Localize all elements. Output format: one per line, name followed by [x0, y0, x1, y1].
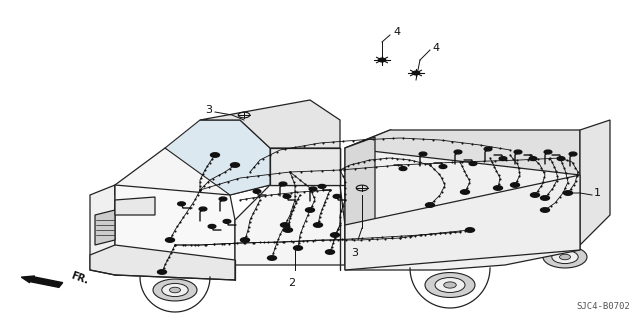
- Circle shape: [413, 71, 419, 75]
- Text: 3: 3: [205, 105, 212, 115]
- Circle shape: [162, 283, 188, 297]
- Circle shape: [435, 278, 465, 293]
- Text: 4: 4: [393, 27, 400, 37]
- Polygon shape: [165, 148, 340, 185]
- Circle shape: [153, 279, 197, 301]
- Text: 2: 2: [289, 278, 296, 288]
- Text: 4: 4: [432, 43, 439, 53]
- Circle shape: [333, 195, 341, 198]
- Circle shape: [305, 208, 314, 212]
- Polygon shape: [90, 185, 115, 270]
- Circle shape: [326, 250, 335, 254]
- Circle shape: [309, 187, 317, 191]
- Circle shape: [157, 270, 166, 274]
- Circle shape: [166, 238, 175, 242]
- Circle shape: [444, 282, 456, 288]
- Polygon shape: [95, 210, 115, 245]
- Circle shape: [493, 186, 502, 190]
- Circle shape: [294, 246, 303, 250]
- Circle shape: [426, 203, 435, 207]
- Text: FR.: FR.: [69, 270, 90, 286]
- Circle shape: [170, 287, 180, 293]
- Circle shape: [541, 196, 550, 200]
- Circle shape: [399, 167, 407, 171]
- Circle shape: [330, 233, 339, 237]
- Circle shape: [208, 225, 216, 228]
- Circle shape: [454, 150, 462, 154]
- Circle shape: [461, 190, 470, 194]
- Polygon shape: [165, 120, 270, 195]
- Circle shape: [499, 157, 507, 160]
- Circle shape: [230, 163, 239, 167]
- Circle shape: [514, 150, 522, 154]
- Circle shape: [178, 202, 186, 206]
- Circle shape: [439, 165, 447, 168]
- Circle shape: [253, 189, 261, 193]
- Circle shape: [284, 228, 292, 232]
- Circle shape: [279, 182, 287, 186]
- Circle shape: [199, 207, 207, 211]
- Text: 3: 3: [351, 248, 358, 258]
- Circle shape: [419, 152, 427, 156]
- Circle shape: [543, 246, 587, 268]
- Circle shape: [241, 238, 250, 242]
- Polygon shape: [345, 130, 580, 270]
- Circle shape: [552, 250, 578, 263]
- Polygon shape: [345, 130, 580, 175]
- Circle shape: [283, 195, 291, 198]
- Polygon shape: [115, 185, 235, 275]
- Polygon shape: [580, 120, 610, 245]
- Polygon shape: [345, 175, 580, 270]
- Polygon shape: [200, 100, 340, 148]
- Circle shape: [318, 184, 326, 188]
- Circle shape: [557, 157, 565, 160]
- Circle shape: [544, 150, 552, 154]
- Circle shape: [529, 157, 537, 160]
- Polygon shape: [90, 245, 235, 280]
- Circle shape: [531, 193, 540, 197]
- Circle shape: [569, 152, 577, 156]
- Circle shape: [469, 162, 477, 166]
- Circle shape: [379, 58, 385, 62]
- Circle shape: [280, 223, 289, 227]
- Circle shape: [425, 272, 475, 297]
- Circle shape: [541, 208, 550, 212]
- Polygon shape: [235, 185, 345, 265]
- Circle shape: [511, 183, 520, 187]
- Polygon shape: [115, 148, 270, 195]
- FancyArrow shape: [21, 276, 63, 287]
- Circle shape: [564, 191, 573, 195]
- Circle shape: [484, 147, 492, 151]
- Circle shape: [219, 197, 227, 201]
- Polygon shape: [270, 148, 340, 185]
- Circle shape: [268, 256, 276, 260]
- Circle shape: [559, 254, 570, 260]
- Polygon shape: [115, 197, 155, 215]
- Text: SJC4-B0702: SJC4-B0702: [577, 302, 630, 311]
- Text: 1: 1: [594, 188, 601, 198]
- Polygon shape: [345, 137, 375, 225]
- Circle shape: [223, 219, 231, 223]
- Circle shape: [211, 153, 220, 157]
- Circle shape: [314, 223, 323, 227]
- Circle shape: [465, 228, 474, 232]
